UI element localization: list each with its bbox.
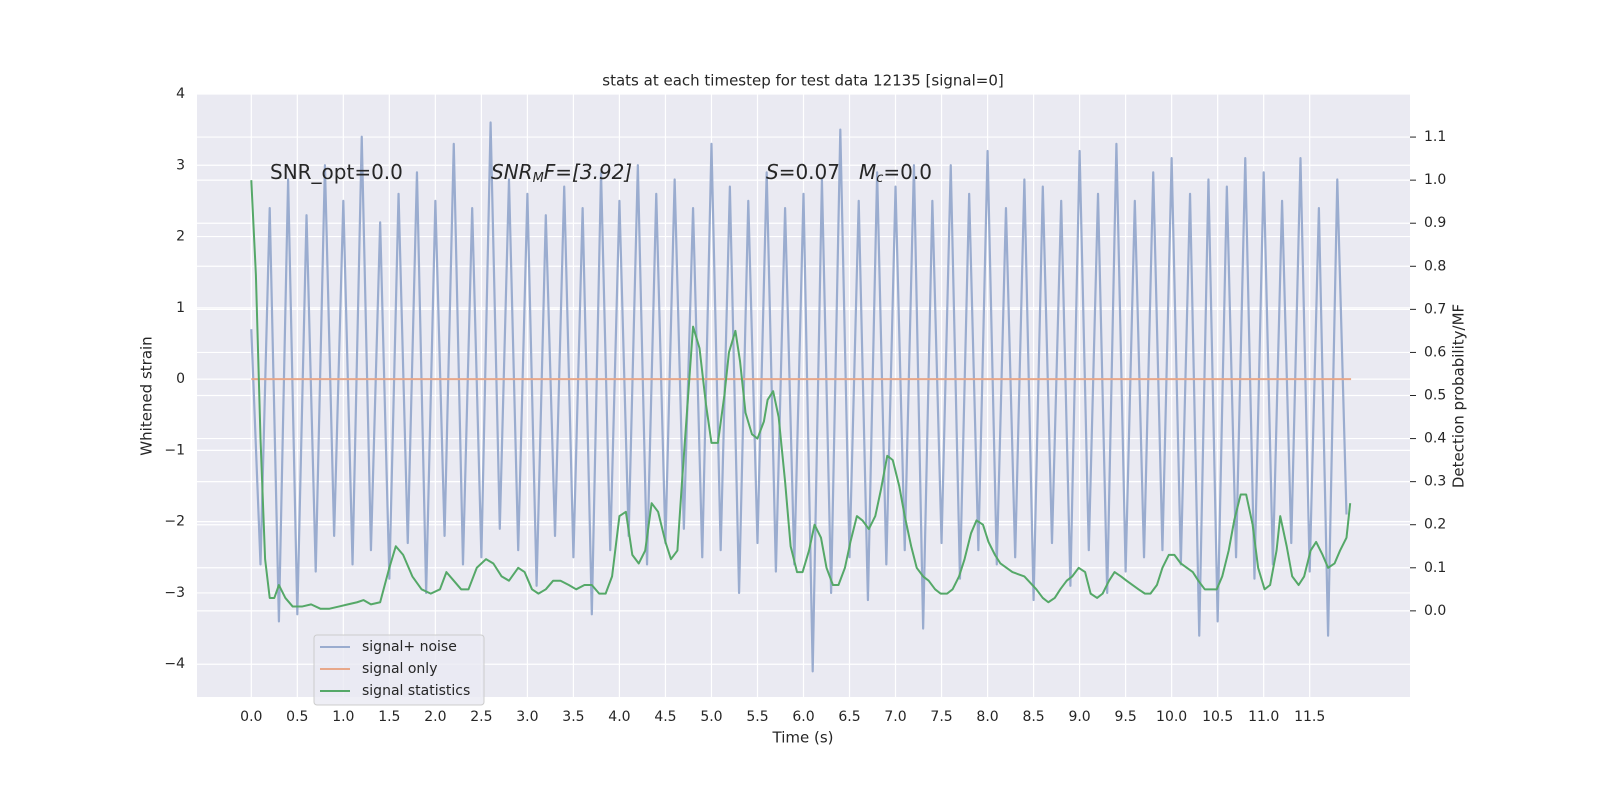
annotation: SNRMF=[3.92] <box>491 160 632 186</box>
y2-tick-label: 1.1 <box>1424 129 1446 145</box>
y2-tick-label: 0.6 <box>1424 344 1446 360</box>
annotation-sub: c <box>876 171 883 186</box>
annotation-text: SNR <box>491 160 533 184</box>
annotation-sub: M <box>533 171 544 186</box>
x-tick-label: 6.5 <box>838 709 860 725</box>
y-tick-label: −4 <box>164 656 185 672</box>
y2-tick-label: 0.2 <box>1424 517 1446 533</box>
y2-axis-label: Detection probability/MF <box>1450 304 1468 488</box>
y-tick-label: −2 <box>164 514 185 530</box>
annotation: SNR_opt=0.0 <box>270 160 403 184</box>
annotation: Mc=0.0 <box>859 160 932 186</box>
annotation-text: SNR_opt=0.0 <box>270 160 403 184</box>
y2-tick-label: 0.0 <box>1424 603 1446 619</box>
y2-tick-label: 0.8 <box>1424 258 1446 274</box>
x-tick-label: 10.5 <box>1202 709 1233 725</box>
legend-box <box>313 634 485 706</box>
x-tick-label: 0.0 <box>240 709 262 725</box>
x-tick-label: 1.5 <box>378 709 400 725</box>
y2-tick-label: 0.7 <box>1424 301 1446 317</box>
x-tick-label: 0.5 <box>286 709 308 725</box>
x-tick-label: 5.5 <box>746 709 768 725</box>
x-tick-label: 11.5 <box>1294 709 1325 725</box>
y-axis-label: Whitened strain <box>138 336 156 455</box>
legend-label: signal only <box>362 661 437 677</box>
x-tick-label: 11.0 <box>1248 709 1279 725</box>
x-tick-label: 3.0 <box>516 709 538 725</box>
x-tick-label: 8.0 <box>976 709 998 725</box>
legend-label: signal statistics <box>362 683 470 699</box>
y-tick-label: 3 <box>176 157 185 173</box>
x-tick-label: 2.0 <box>424 709 446 725</box>
y2-tick-label: 1.0 <box>1424 172 1446 188</box>
y2-tick-label: 0.4 <box>1424 431 1446 447</box>
x-tick-label: 7.0 <box>884 709 906 725</box>
ticks: 0.0 0.5 1.0 1.5 2.0 2.5 3.0 3.5 4.0 4.5 5.0 5.5 6.0 6… <box>164 86 1446 725</box>
legend: signal+ noise signal only signal statistic… <box>313 634 485 706</box>
x-tick-label: 7.5 <box>930 709 952 725</box>
marks <box>250 121 1352 673</box>
y-tick-label: 4 <box>176 86 185 102</box>
y-tick-label: −3 <box>164 585 185 601</box>
chart-title: stats at each timestep for test data 121… <box>602 72 1003 90</box>
x-axis-label: Time (s) <box>772 729 834 747</box>
y-tick-label: −1 <box>164 442 185 458</box>
x-tick-label: 4.5 <box>654 709 676 725</box>
annotation-text: S <box>766 160 779 184</box>
y-tick-label: 1 <box>176 300 185 316</box>
series-line <box>250 180 1352 610</box>
y2-tick-label: 0.1 <box>1424 560 1446 576</box>
legend-label: signal+ noise <box>362 639 457 655</box>
y-tick-label: 0 <box>176 371 185 387</box>
x-tick-label: 1.0 <box>332 709 354 725</box>
x-tick-label: 5.0 <box>700 709 722 725</box>
x-tick-label: 4.0 <box>608 709 630 725</box>
y2-tick-label: 0.9 <box>1424 215 1446 231</box>
y2-tick-label: 0.3 <box>1424 474 1446 490</box>
y-tick-label: 2 <box>176 229 185 245</box>
x-tick-label: 9.0 <box>1068 709 1090 725</box>
x-tick-label: 10.0 <box>1156 709 1187 725</box>
annotation-suffix: =0.0 <box>883 160 932 184</box>
annotation: S=0.07 <box>766 160 840 184</box>
y2-tick-label: 0.5 <box>1424 388 1446 404</box>
annotation-text: M <box>859 160 876 184</box>
annotation-suffix: =0.07 <box>779 160 840 184</box>
x-tick-label: 3.5 <box>562 709 584 725</box>
x-tick-label: 2.5 <box>470 709 492 725</box>
x-tick-label: 9.5 <box>1114 709 1136 725</box>
annotation-suffix: F=[3.92] <box>544 160 632 184</box>
x-tick-label: 6.0 <box>792 709 814 725</box>
x-tick-label: 8.5 <box>1022 709 1044 725</box>
